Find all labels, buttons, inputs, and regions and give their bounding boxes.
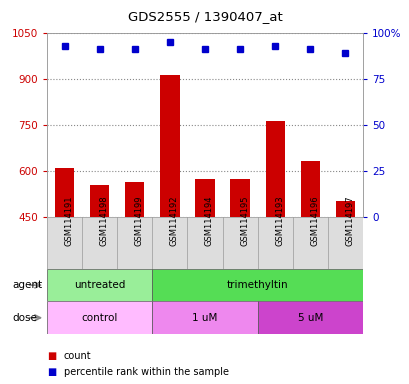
Text: dose: dose <box>12 313 37 323</box>
Text: agent: agent <box>12 280 42 290</box>
Text: GSM114199: GSM114199 <box>135 196 144 247</box>
Bar <box>160 75 179 217</box>
Text: ■: ■ <box>47 367 56 377</box>
Bar <box>90 185 109 217</box>
Text: control: control <box>81 313 118 323</box>
Bar <box>265 121 284 217</box>
Bar <box>230 179 249 217</box>
Bar <box>257 301 362 334</box>
Text: trimethyltin: trimethyltin <box>226 280 288 290</box>
Text: GDS2555 / 1390407_at: GDS2555 / 1390407_at <box>127 10 282 23</box>
Text: GSM114196: GSM114196 <box>310 196 319 247</box>
Bar <box>335 201 354 217</box>
Bar <box>152 301 257 334</box>
Bar <box>47 269 152 301</box>
Text: GSM114192: GSM114192 <box>169 196 178 247</box>
Bar <box>47 301 152 334</box>
Text: ■: ■ <box>47 351 56 361</box>
Text: GSM114194: GSM114194 <box>204 196 213 247</box>
Text: GSM114197: GSM114197 <box>344 196 353 247</box>
Text: 5 uM: 5 uM <box>297 313 322 323</box>
Text: GSM114193: GSM114193 <box>274 196 283 247</box>
Bar <box>55 169 74 217</box>
Bar <box>195 179 214 217</box>
Bar <box>300 161 319 217</box>
Text: 1 uM: 1 uM <box>192 313 217 323</box>
Bar <box>152 269 362 301</box>
Text: GSM114191: GSM114191 <box>65 196 74 247</box>
Bar <box>125 182 144 217</box>
Text: count: count <box>63 351 91 361</box>
Text: percentile rank within the sample: percentile rank within the sample <box>63 367 228 377</box>
Text: GSM114195: GSM114195 <box>240 196 249 247</box>
Text: GSM114198: GSM114198 <box>99 196 108 247</box>
Text: untreated: untreated <box>74 280 125 290</box>
